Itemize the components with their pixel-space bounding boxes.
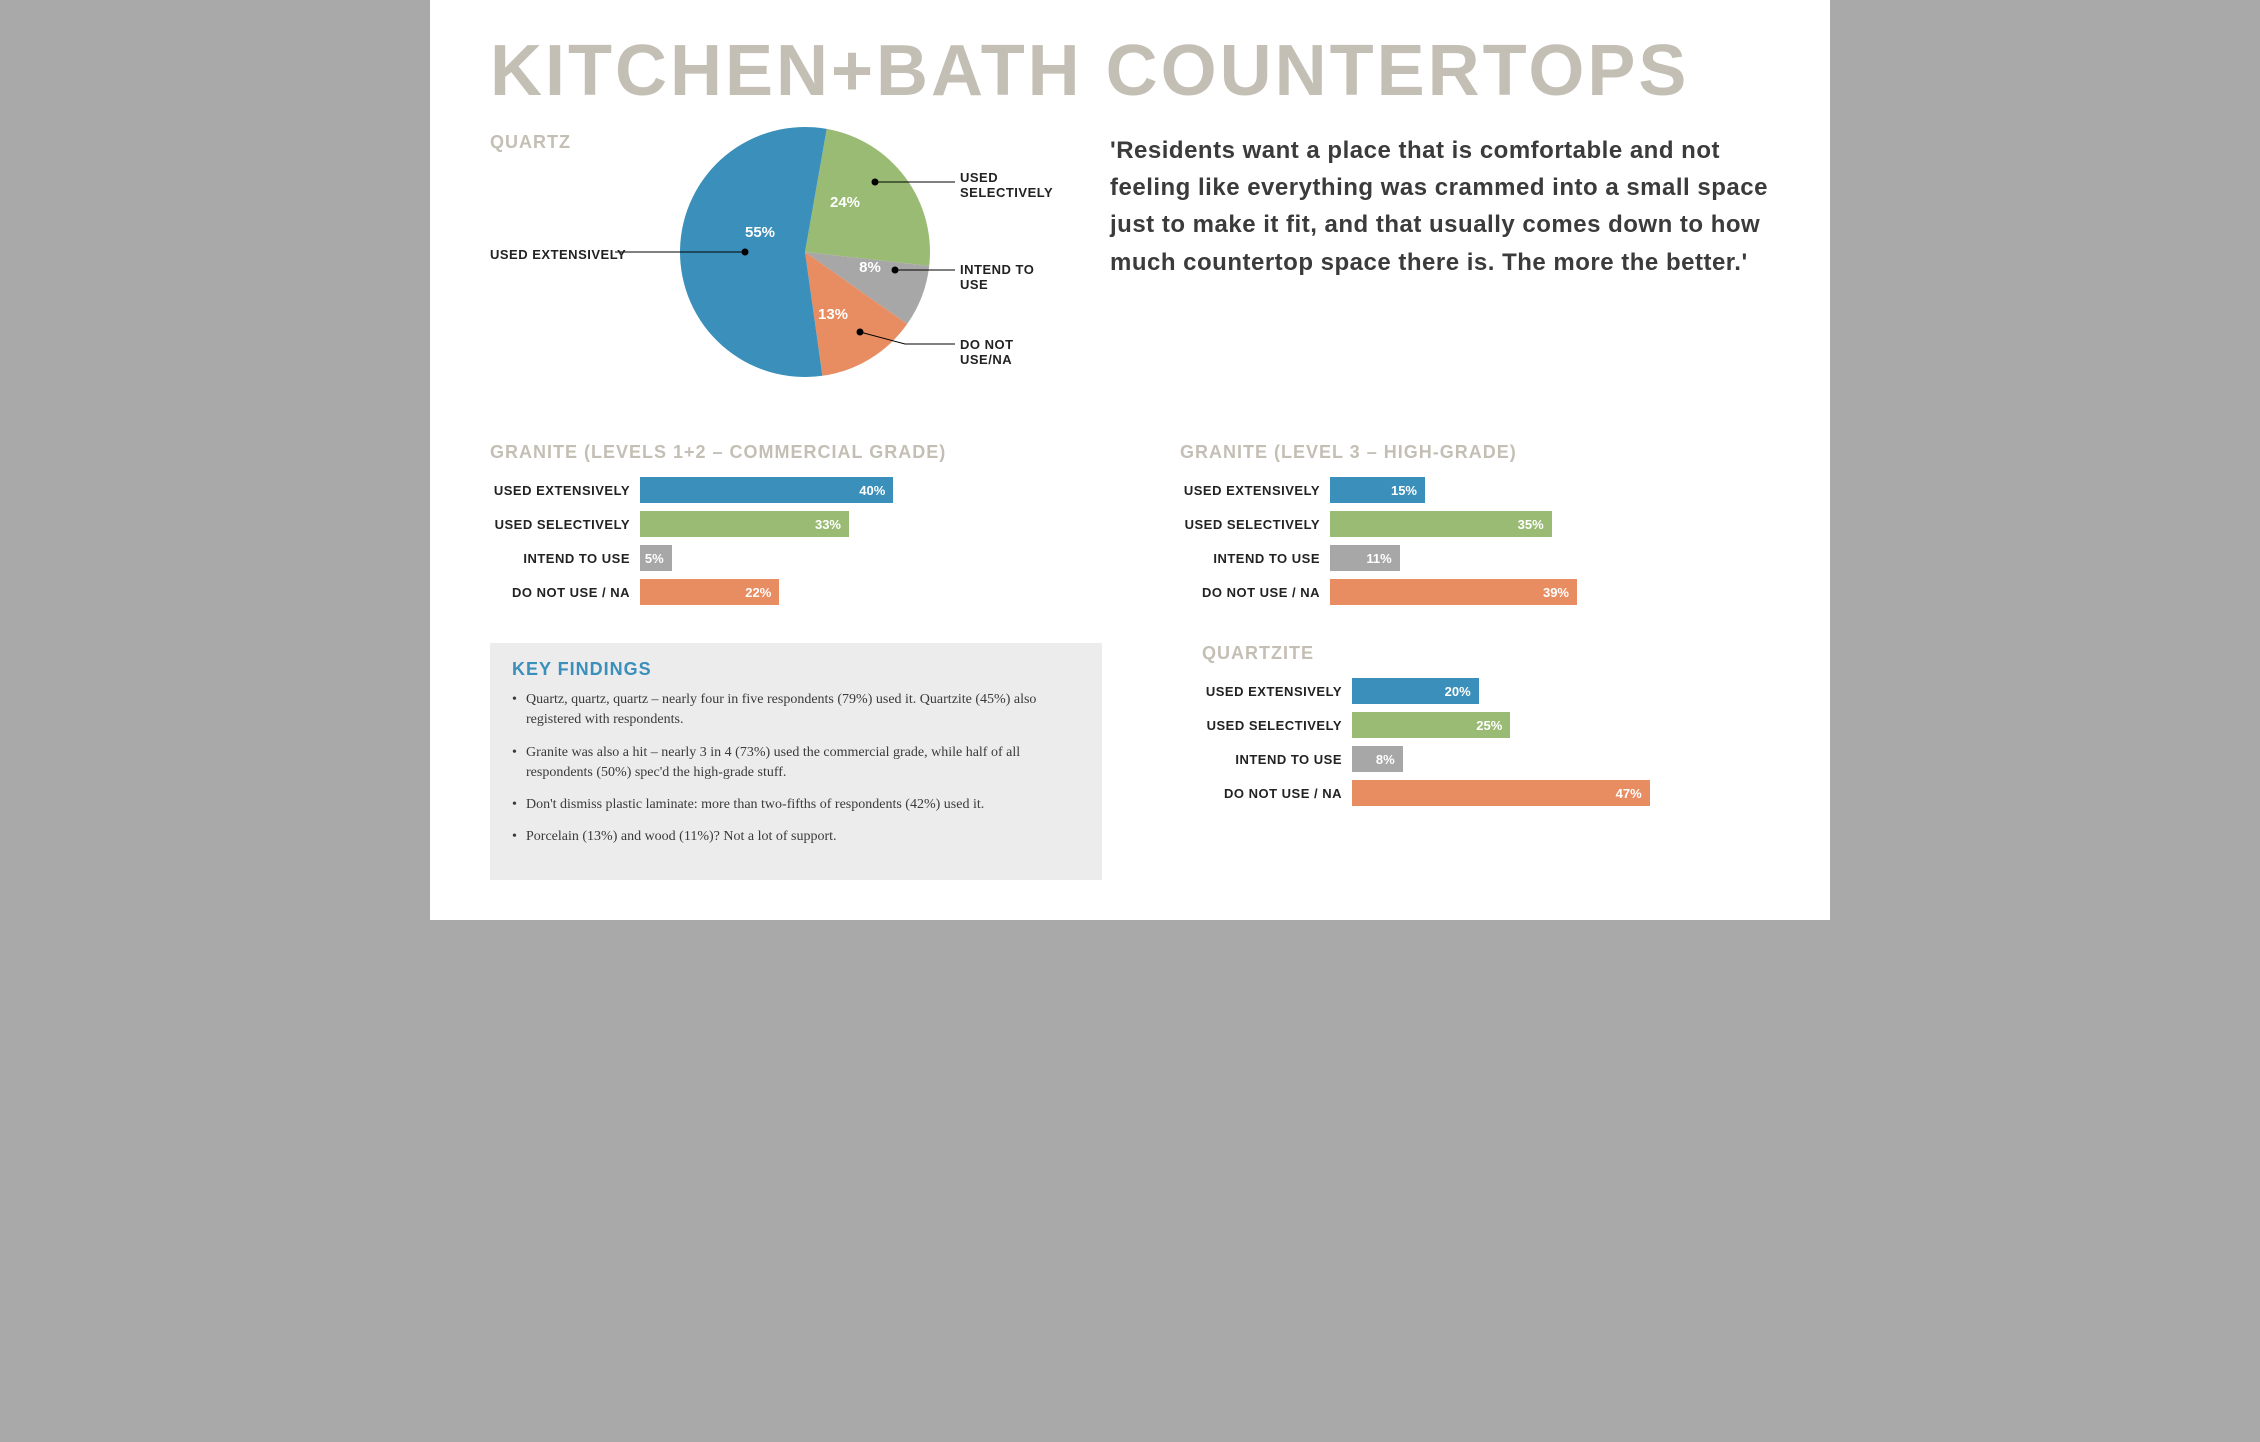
bar-category-label: DO NOT USE / NA xyxy=(1180,585,1330,600)
bar-row: INTEND TO USE5% xyxy=(490,545,1080,571)
bar-row: USED SELECTIVELY33% xyxy=(490,511,1080,537)
quote-section: 'Residents want a place that is comforta… xyxy=(1110,122,1770,402)
key-finding-item: Porcelain (13%) and wood (11%)? Not a lo… xyxy=(512,827,1080,847)
key-finding-item: Don't dismiss plastic laminate: more tha… xyxy=(512,795,1080,815)
bar-row: INTEND TO USE11% xyxy=(1180,545,1770,571)
leader-dot xyxy=(857,329,863,335)
bar-chart-granite-highgrade: GRANITE (LEVEL 3 – HIGH-GRADE) USED EXTEN… xyxy=(1180,442,1770,613)
bar-row: DO NOT USE / NA22% xyxy=(490,579,1080,605)
bar-category-label: USED EXTENSIVELY xyxy=(490,483,640,498)
bar-chart-title: GRANITE (LEVEL 3 – HIGH-GRADE) xyxy=(1180,442,1770,463)
bar-category-label: INTEND TO USE xyxy=(1202,752,1352,767)
bar-row: USED EXTENSIVELY20% xyxy=(1202,678,1770,704)
bar-fill: 35% xyxy=(1330,511,1552,537)
key-finding-item: Quartz, quartz, quartz – nearly four in … xyxy=(512,690,1080,731)
bar-row: USED SELECTIVELY35% xyxy=(1180,511,1770,537)
bar-category-label: DO NOT USE / NA xyxy=(1202,786,1352,801)
bar-row: INTEND TO USE8% xyxy=(1202,746,1770,772)
bar-chart-title: GRANITE (LEVELS 1+2 – COMMERCIAL GRADE) xyxy=(490,442,1080,463)
bar-category-label: USED EXTENSIVELY xyxy=(1202,684,1352,699)
leader-dot xyxy=(892,267,898,273)
bar-row: DO NOT USE / NA39% xyxy=(1180,579,1770,605)
key-findings-title: KEY FINDINGS xyxy=(512,659,1080,680)
bar-fill: 39% xyxy=(1330,579,1577,605)
leader-dot xyxy=(742,249,748,255)
bar-chart-title: QUARTZITE xyxy=(1202,643,1770,664)
bar-fill: 20% xyxy=(1352,678,1479,704)
pie-external-label: INTEND TO USE xyxy=(960,262,1050,292)
bar-row: DO NOT USE / NA47% xyxy=(1202,780,1770,806)
bar-fill: 5% xyxy=(640,545,672,571)
bar-row: USED SELECTIVELY25% xyxy=(1202,712,1770,738)
key-finding-item: Granite was also a hit – nearly 3 in 4 (… xyxy=(512,743,1080,784)
bottom-row: KEY FINDINGS Quartz, quartz, quartz – ne… xyxy=(490,643,1770,880)
bar-category-label: USED SELECTIVELY xyxy=(1202,718,1352,733)
bar-row: USED EXTENSIVELY15% xyxy=(1180,477,1770,503)
bar-fill: 15% xyxy=(1330,477,1425,503)
pull-quote: 'Residents want a place that is comforta… xyxy=(1110,132,1770,281)
bar-row: USED EXTENSIVELY40% xyxy=(490,477,1080,503)
bar-charts-row-1: GRANITE (LEVELS 1+2 – COMMERCIAL GRADE) U… xyxy=(490,442,1770,613)
bar-category-label: USED SELECTIVELY xyxy=(490,517,640,532)
bar-category-label: USED EXTENSIVELY xyxy=(1180,483,1330,498)
key-findings-box: KEY FINDINGS Quartz, quartz, quartz – ne… xyxy=(490,643,1102,880)
bar-category-label: DO NOT USE / NA xyxy=(490,585,640,600)
bar-category-label: INTEND TO USE xyxy=(490,551,640,566)
bar-fill: 25% xyxy=(1352,712,1510,738)
bar-fill: 40% xyxy=(640,477,893,503)
pie-external-label: DO NOT USE/NA xyxy=(960,337,1050,367)
pie-wrap: 55%24%8%13% xyxy=(675,122,935,387)
top-row: QUARTZ 55%24%8%13% USED EXTENSIVELYUSED … xyxy=(490,122,1770,402)
bar-chart-granite-commercial: GRANITE (LEVELS 1+2 – COMMERCIAL GRADE) U… xyxy=(490,442,1080,613)
bar-fill: 11% xyxy=(1330,545,1400,571)
leader-line xyxy=(860,332,955,344)
bar-fill: 8% xyxy=(1352,746,1403,772)
pie-external-label: USED EXTENSIVELY xyxy=(490,247,626,262)
key-findings-list: Quartz, quartz, quartz – nearly four in … xyxy=(512,690,1080,848)
page-title: KITCHEN+BATH COUNTERTOPS xyxy=(490,30,1770,112)
bar-fill: 22% xyxy=(640,579,779,605)
bar-fill: 47% xyxy=(1352,780,1650,806)
page: KITCHEN+BATH COUNTERTOPS QUARTZ 55%24%8%… xyxy=(430,0,1830,920)
bar-chart-quartzite: QUARTZITEUSED EXTENSIVELY20%USED SELECTI… xyxy=(1202,643,1770,880)
bar-category-label: INTEND TO USE xyxy=(1180,551,1330,566)
bar-category-label: USED SELECTIVELY xyxy=(1180,517,1330,532)
pie-chart-quartz: QUARTZ 55%24%8%13% USED EXTENSIVELYUSED … xyxy=(490,122,1050,402)
bar-fill: 33% xyxy=(640,511,849,537)
leader-dot xyxy=(872,179,878,185)
pie-external-label: USED SELECTIVELY xyxy=(960,170,1053,200)
